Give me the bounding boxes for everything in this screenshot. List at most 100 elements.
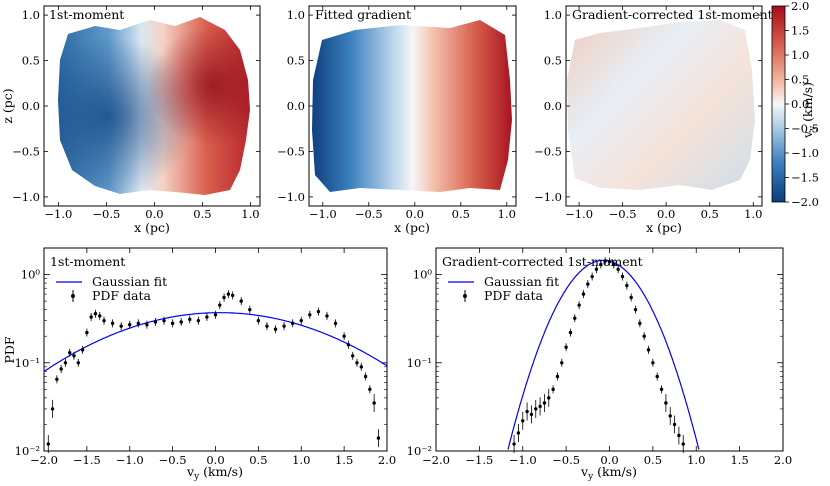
pdf-data-point — [145, 323, 149, 327]
colorbar-tick-label: 2.0 — [791, 0, 809, 13]
pdf-data-point — [265, 324, 269, 328]
pdf-data-point — [222, 295, 226, 300]
pdf-data-point — [213, 313, 218, 317]
pdf-data-point — [218, 303, 222, 307]
pdf-xtick-label: 1.5 — [335, 453, 353, 467]
pdf-panel-1st-moment: 1st-moment Gaussian fit PDF data −2.0 −1.… — [2, 247, 396, 482]
pdf-data-point — [542, 401, 547, 405]
pdf-xtick-label: −2.0 — [30, 453, 58, 467]
pdf-data-point — [248, 307, 252, 312]
pdf-2-legend-data-label: PDF data — [484, 288, 544, 303]
panel-gradient-corrected-map: Gradient-corrected 1st-moment — [565, 5, 773, 207]
pdf-data-point — [668, 414, 672, 418]
pdf-xtick-label: −1.5 — [465, 453, 493, 467]
map1-xtick-label: −0.5 — [92, 207, 120, 221]
map1-xtick-label: 1.0 — [241, 207, 259, 221]
pdf-data-point — [612, 262, 616, 267]
pdf-data-point — [325, 314, 329, 318]
pdf-1-xlabel: vy (km/s) — [186, 464, 243, 482]
colorbar-tick-label: 1.0 — [791, 48, 809, 62]
map3-xtick-label: −1.0 — [565, 207, 593, 221]
pdf-data-point — [586, 282, 590, 286]
pdf-data-point — [521, 419, 525, 423]
map3-xtick-label: 0.5 — [701, 207, 719, 221]
pdf-gaussian-fit-line — [507, 259, 700, 450]
pdf-data-point — [46, 442, 50, 446]
pdf-data-point — [625, 283, 629, 288]
pdf-data-point — [581, 292, 586, 296]
pdf-data-point — [299, 318, 303, 323]
pdf-data-point — [620, 274, 625, 279]
map2-xtick-label: 0.5 — [452, 207, 470, 221]
pdf-1-legend-data-label: PDF data — [92, 288, 152, 303]
pdf-data-point — [516, 431, 521, 435]
pdf-2-legend-fit-label: Gaussian fit — [484, 274, 559, 289]
pdf-1-legend-data-swatch — [71, 290, 75, 302]
pdf-xtick-label: 0.0 — [600, 453, 618, 467]
pdf-data-point — [59, 367, 63, 371]
map3-ytick-label: 1.0 — [544, 8, 562, 22]
pdf-data-point — [538, 404, 542, 409]
pdf-2-legend-data-swatch — [463, 290, 467, 302]
map1-xtick-label: 0.5 — [193, 207, 211, 221]
pdf-data-point — [188, 317, 192, 322]
map2-xtick-label: 0.0 — [406, 207, 424, 221]
map3-ytick-label: −1.0 — [534, 190, 562, 204]
pdf-data-point — [590, 274, 594, 279]
pdf-data-point — [629, 295, 633, 300]
pdf-data-point — [512, 442, 516, 446]
pdf-data-point — [376, 436, 381, 440]
map1-ytick-label: −0.5 — [12, 144, 40, 158]
map3-xtick-label: 1.0 — [744, 207, 762, 221]
pdf-data-point — [594, 267, 599, 271]
pdf-data-point — [102, 318, 106, 323]
pdf-xtick-label: −1.5 — [73, 453, 101, 467]
pdf-data-point — [599, 262, 603, 267]
pdf-data-point — [368, 387, 372, 392]
pdf-data-point — [573, 316, 577, 320]
pdf-data-point — [273, 327, 278, 331]
panel-1-title: 1st-moment — [49, 7, 124, 22]
pdf-xtick-label: 1.5 — [730, 453, 748, 467]
pdf-data-point — [664, 401, 668, 405]
pdf-data-point — [85, 330, 89, 335]
pdf-data-point — [230, 293, 235, 298]
colorbar-tick-label: −0.5 — [791, 122, 819, 136]
pdf-data-point — [547, 396, 551, 400]
pdf-data-point — [534, 407, 538, 411]
panel-1st-moment-map: 1st-moment — [43, 5, 261, 207]
map1-ytick-label: 1.0 — [22, 8, 40, 22]
pdf-data-point — [179, 320, 183, 324]
pdf-xtick-label: −0.5 — [552, 453, 580, 467]
pdf-data-point — [226, 292, 231, 296]
pdf-xtick-label: −0.5 — [159, 453, 187, 467]
colorbar-tick-label: 0.5 — [791, 73, 809, 87]
pdf-data-point — [80, 348, 85, 352]
pdf-1-title: 1st-moment — [50, 254, 125, 269]
map2-ytick-label: 0.0 — [287, 99, 305, 113]
panel-3-title: Gradient-corrected 1st-moment — [572, 7, 773, 22]
map2-ytick-label: −1.0 — [277, 190, 305, 204]
pdf-xtick-label: −1.0 — [116, 453, 144, 467]
map3-ytick-label: 0.0 — [544, 99, 562, 113]
pdf-data-point — [55, 377, 59, 381]
pdf-ytick-label: 10⁰ — [21, 268, 41, 282]
pdf-xtick-label: 1.0 — [292, 453, 310, 467]
pdf-ytick-label: 10⁰ — [413, 268, 433, 282]
pdf-data-point — [633, 307, 638, 312]
pdf-xtick-label: 0.5 — [644, 453, 662, 467]
map3-xtick-label: −0.5 — [609, 207, 637, 221]
pdf-data-point — [677, 433, 681, 438]
colorbar: 2.0 1.5 1.0 0.5 0.0 −0.5 −1.0 −1.5 −2.0 vy (km/s… — [771, 0, 819, 209]
pdf-data-point — [333, 321, 338, 326]
pdf-data-point — [282, 324, 286, 328]
colorbar-tick-label: 1.5 — [791, 24, 809, 38]
pdf-data-point — [568, 330, 573, 335]
map1-xtick-label: −1.0 — [44, 207, 72, 221]
pdf-data-point — [89, 315, 93, 319]
pdf-xtick-label: −1.0 — [509, 453, 537, 467]
map2-xlabel: x (pc) — [394, 220, 430, 235]
map1-ytick-label: −1.0 — [12, 190, 40, 204]
pdf-data-point — [342, 334, 346, 338]
pdf-data-point — [136, 321, 141, 326]
